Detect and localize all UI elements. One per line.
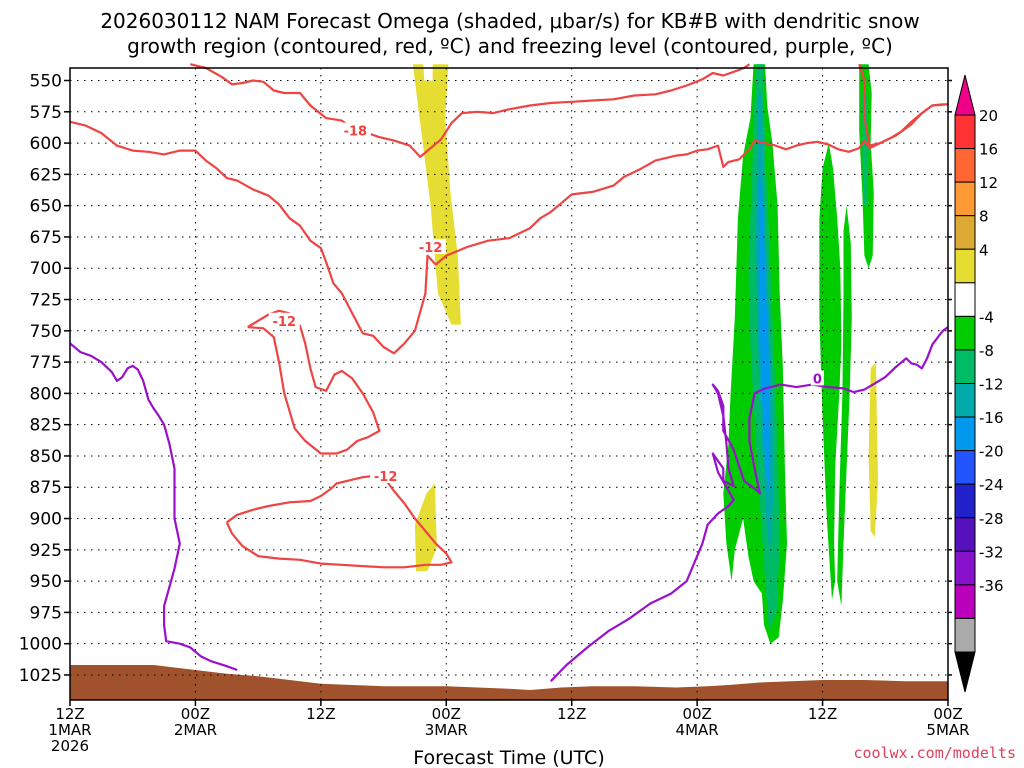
- red-contour-upper-right: [858, 63, 949, 147]
- ytick-label-675: 675: [30, 228, 62, 248]
- contour-label-bg-4: [810, 370, 824, 386]
- colorbar-label-2: 12: [979, 174, 998, 192]
- ytick-label-975: 975: [30, 603, 62, 623]
- ytick-label-600: 600: [30, 134, 62, 154]
- omega-neg-4-8-right2: [837, 205, 852, 607]
- chart-title-line1: 2026030112 NAM Forecast Omega (shaded, μ…: [100, 9, 919, 33]
- terrain-ground: [70, 665, 948, 700]
- colorbar-box-4: [954, 248, 976, 284]
- xtick-label-84-2: 5MAR: [926, 721, 969, 739]
- xtick-label-60-2: 4MAR: [676, 721, 719, 739]
- colorbar-box-5: [954, 282, 976, 317]
- colorbar-label-11: -28: [979, 510, 1004, 528]
- colorbar-box-15: [954, 617, 976, 653]
- colorbar-label-7: -12: [979, 376, 1004, 394]
- ytick-label-875: 875: [30, 478, 62, 498]
- colorbar-box-10: [954, 450, 976, 485]
- ytick-label-725: 725: [30, 291, 62, 311]
- contour-label-2: -12: [273, 315, 297, 330]
- omega-neg-4-8-right1: [819, 143, 842, 600]
- xtick-label-24-1: 12Z: [306, 705, 335, 723]
- xtick-label-84-1: 00Z: [933, 705, 962, 723]
- omega-positive-4-8-right: [868, 362, 878, 538]
- colorbar-box-11: [954, 483, 976, 519]
- x-axis-label: Forecast Time (UTC): [413, 747, 604, 768]
- colorbar-label-12: -32: [979, 543, 1004, 561]
- red-contour-upper-left: [69, 103, 948, 355]
- contour-label-1: -12: [419, 241, 443, 256]
- colorbar-label-10: -24: [979, 476, 1004, 494]
- colorbar-box-7: [954, 349, 976, 384]
- omega-positive-4-8-lower: [414, 483, 437, 572]
- ytick-label-625: 625: [30, 165, 62, 185]
- xtick-label-0-1: 12Z: [55, 705, 84, 723]
- ytick-label-900: 900: [30, 510, 62, 530]
- xtick-label-48-1: 12Z: [557, 705, 586, 723]
- contour-label-bg-1: [415, 238, 447, 254]
- xtick-label-36-2: 3MAR: [425, 721, 468, 739]
- ytick-label-650: 650: [30, 197, 62, 217]
- axis-layer: 550 575 600 625 650 675 700 725 750 775 800 825 850 8…: [19, 72, 970, 755]
- colorbar-label-4: 4: [979, 241, 989, 259]
- red-contour-low-closed: [225, 474, 453, 569]
- xtick-label-72-1: 12Z: [808, 705, 837, 723]
- ytick-label-750: 750: [30, 322, 62, 342]
- colorbar-box-0: [954, 114, 976, 150]
- colorbar-box-2: [954, 181, 976, 217]
- xtick-label-12-1: 00Z: [181, 705, 210, 723]
- colorbar-box-1: [954, 148, 976, 183]
- contour-label-bg-3: [370, 467, 402, 483]
- ytick-label-1000: 1000: [19, 635, 62, 655]
- xtick-label-36-1: 00Z: [432, 705, 461, 723]
- contour-layer: -18 -12 -12 -12 0: [69, 63, 949, 682]
- ytick-label-550: 550: [30, 72, 62, 92]
- contour-label-3: -12: [374, 470, 398, 485]
- xtick-label-0-2: 1MAR: [48, 721, 91, 739]
- colorbar-box-3: [954, 215, 976, 250]
- colorbar: 20 16 12 8 4 -4 -8 -12 -16 -20 -24 -28 -32 -36: [954, 74, 1004, 693]
- contour-label-bg-0: [339, 122, 371, 138]
- xtick-label-12-2: 2MAR: [174, 721, 217, 739]
- colorbar-bottom-triangle: [954, 651, 976, 693]
- colorbar-box-14: [954, 584, 976, 619]
- chart-title-line2: growth region (contoured, red, ºC) and f…: [127, 34, 893, 58]
- ytick-label-700: 700: [30, 259, 62, 279]
- colorbar-box-13: [954, 550, 976, 586]
- colorbar-label-5: -4: [979, 308, 994, 326]
- purple-freezing-right: [550, 326, 949, 682]
- colorbar-label-3: 8: [979, 208, 989, 226]
- ytick-label-1025: 1025: [19, 666, 62, 686]
- colorbar-label-6: -8: [979, 342, 994, 360]
- colorbar-label-13: -36: [979, 577, 1004, 595]
- ytick-label-825: 825: [30, 416, 62, 436]
- colorbar-box-8: [954, 383, 976, 418]
- contour-label-0: -18: [344, 125, 368, 140]
- ytick-label-800: 800: [30, 384, 62, 404]
- ytick-label-850: 850: [30, 447, 62, 467]
- purple-freezing-left: [69, 342, 238, 672]
- colorbar-box-12: [954, 517, 976, 552]
- ytick-label-950: 950: [30, 572, 62, 592]
- ytick-label-575: 575: [30, 103, 62, 123]
- xtick-label-0-3: 2026: [51, 737, 89, 755]
- omega-neg-16-20-main: [758, 180, 771, 494]
- ytick-label-775: 775: [30, 353, 62, 373]
- contour-label-bg-2: [268, 312, 300, 328]
- colorbar-label-8: -16: [979, 409, 1004, 427]
- xtick-label-60-1: 00Z: [682, 705, 711, 723]
- credit-text: coolwx.com/modelts: [853, 744, 1016, 762]
- colorbar-box-6: [954, 315, 976, 351]
- colorbar-label-1: 16: [979, 141, 998, 159]
- colorbar-box-9: [954, 416, 976, 452]
- colorbar-label-0: 20: [979, 107, 998, 125]
- ytick-label-925: 925: [30, 541, 62, 561]
- colorbar-label-9: -20: [979, 443, 1004, 461]
- plot-frame: [69, 67, 949, 701]
- contour-label-4: 0: [813, 372, 822, 387]
- red-contour-upper-top: [189, 63, 751, 158]
- omega-positive-4-8-upper: [412, 64, 461, 325]
